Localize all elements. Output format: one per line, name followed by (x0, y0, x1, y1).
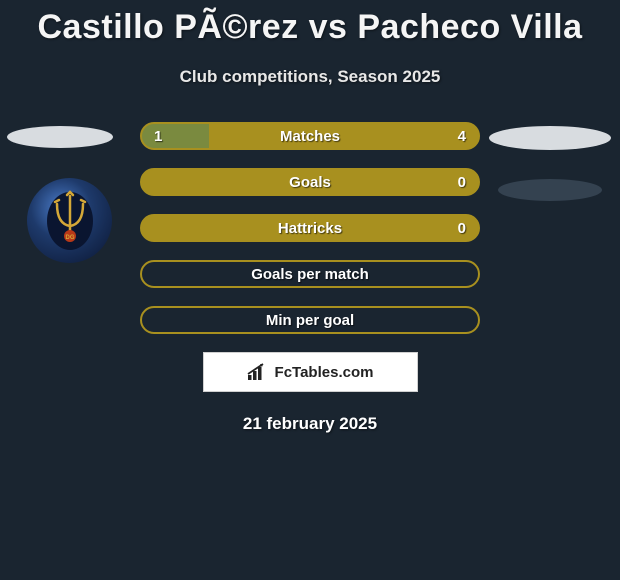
stat-value-right: 0 (458, 220, 466, 237)
stat-bar-goals-per-match: Goals per match (140, 260, 480, 288)
stat-bar-hattricks: 0 Hattricks (140, 214, 480, 242)
stat-value-left: 1 (154, 128, 162, 145)
stat-value-right: 4 (458, 128, 466, 145)
page-subtitle: Club competitions, Season 2025 (0, 67, 620, 87)
stat-row: Goals per match (0, 260, 620, 288)
stat-bar-min-per-goal: Min per goal (140, 306, 480, 334)
stat-row: 0 Goals (0, 168, 620, 196)
brand-text: FcTables.com (275, 364, 374, 381)
stats-container: 1 4 Matches 0 Goals 0 Hattricks Goals per match… (0, 122, 620, 334)
brand-badge[interactable]: FcTables.com (203, 352, 418, 392)
stat-row: 1 4 Matches (0, 122, 620, 150)
stat-label: Min per goal (266, 312, 354, 329)
footer-date: 21 february 2025 (0, 414, 620, 434)
stat-bar-matches: 1 4 Matches (140, 122, 480, 150)
stat-row: Min per goal (0, 306, 620, 334)
stat-label: Hattricks (278, 220, 342, 237)
stat-fill-left (142, 124, 209, 148)
stat-label: Goals (289, 174, 331, 191)
stat-bar-goals: 0 Goals (140, 168, 480, 196)
stat-row: 0 Hattricks (0, 214, 620, 242)
stat-value-right: 0 (458, 174, 466, 191)
stat-label: Matches (280, 128, 340, 145)
chart-icon (247, 363, 269, 381)
page-title: Castillo PÃ©rez vs Pacheco Villa (0, 0, 620, 47)
stat-label: Goals per match (251, 266, 369, 283)
